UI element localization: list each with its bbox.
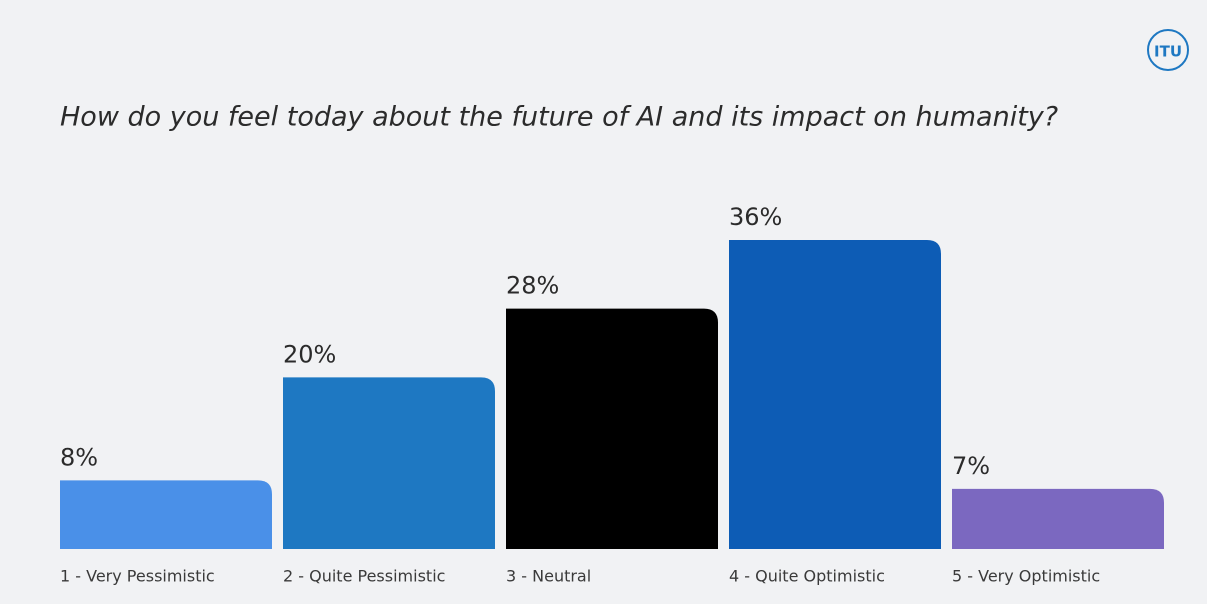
logo-ring bbox=[1147, 29, 1189, 71]
value-label: 20% bbox=[283, 340, 336, 368]
bar bbox=[506, 308, 718, 549]
value-label: 28% bbox=[506, 272, 559, 300]
category-label: 3 - Neutral bbox=[506, 567, 591, 586]
value-label: 36% bbox=[729, 203, 782, 231]
category-label: 2 - Quite Pessimistic bbox=[283, 567, 445, 586]
value-label: 8% bbox=[60, 443, 98, 471]
chart-title: How do you feel today about the future o… bbox=[60, 102, 1058, 133]
value-label: 7% bbox=[952, 452, 990, 480]
category-label: 5 - Very Optimistic bbox=[952, 567, 1100, 586]
bar bbox=[60, 480, 272, 549]
category-label: 4 - Quite Optimistic bbox=[729, 567, 885, 586]
category-label: 1 - Very Pessimistic bbox=[60, 567, 215, 586]
bar bbox=[729, 240, 941, 549]
bar bbox=[283, 377, 495, 549]
logo: ITU bbox=[1154, 43, 1182, 61]
bar bbox=[952, 488, 1164, 549]
